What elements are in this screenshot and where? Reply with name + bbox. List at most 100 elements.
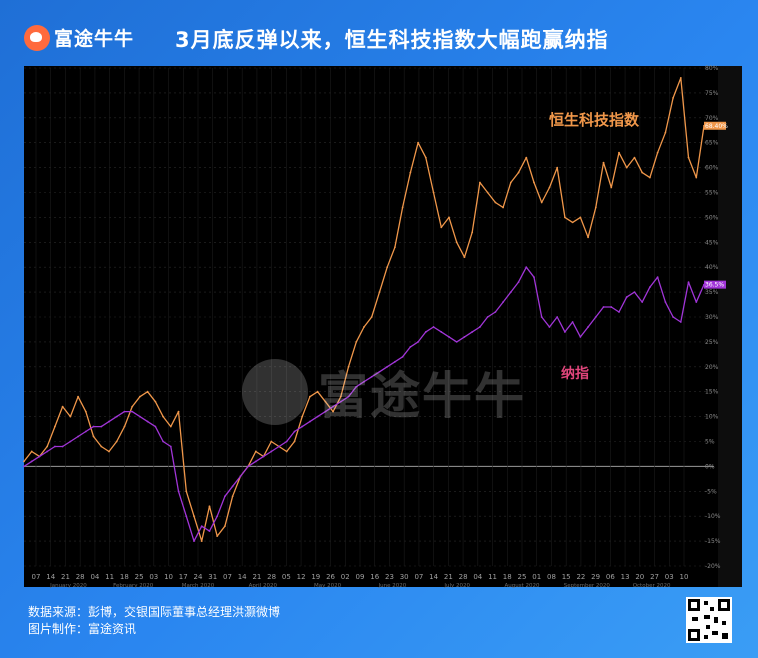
x-tick-label: 30 bbox=[400, 573, 409, 581]
hstech-series-point bbox=[533, 181, 535, 184]
x-tick-label: 07 bbox=[32, 573, 41, 581]
hstech-series-point bbox=[30, 450, 33, 453]
x-month-label: February 2020 bbox=[113, 583, 154, 589]
y-tick-label: -5% bbox=[705, 488, 717, 495]
nasdaq-series-point bbox=[224, 495, 226, 498]
x-tick-label: 19 bbox=[311, 573, 320, 581]
nasdaq-series-last-value-tag bbox=[704, 280, 726, 289]
nasdaq-series-point bbox=[540, 316, 543, 318]
x-month-label: July 2020 bbox=[443, 583, 470, 589]
hstech-series-point bbox=[316, 390, 319, 393]
hstech-series-point bbox=[123, 425, 126, 428]
nasdaq-series-last-value-label: 36.5% bbox=[705, 282, 724, 289]
x-tick-label: 24 bbox=[194, 573, 203, 581]
hstech-series-point bbox=[77, 395, 79, 398]
y-tick-label: 70% bbox=[705, 115, 719, 122]
chart-series bbox=[23, 77, 705, 542]
nasdaq-series-point bbox=[533, 276, 535, 279]
x-month-label: August 2020 bbox=[505, 583, 540, 589]
hstech-series-point bbox=[200, 540, 203, 542]
hstech-series-point bbox=[46, 445, 49, 448]
hstech-series-point bbox=[332, 410, 334, 413]
nasdaq-series-point bbox=[401, 355, 404, 358]
hstech-series-point bbox=[293, 440, 296, 443]
footer: 数据来源：彭博，交银国际董事总经理洪灏微博 图片制作：富途资讯 bbox=[28, 604, 280, 638]
x-tick-label: 08 bbox=[547, 573, 556, 581]
x-tick-label: 06 bbox=[606, 573, 615, 581]
x-tick-label: 20 bbox=[635, 573, 644, 581]
nasdaq-series-point bbox=[301, 425, 304, 428]
hstech-series-point bbox=[417, 141, 419, 144]
nasdaq-series-point bbox=[254, 460, 257, 463]
nasdaq-series-point bbox=[687, 281, 690, 284]
x-tick-label: 16 bbox=[370, 573, 379, 581]
y-tick-label: 45% bbox=[705, 239, 719, 246]
nasdaq-series-point bbox=[208, 530, 211, 533]
y-tick-label: 40% bbox=[705, 264, 719, 271]
nasdaq-series-point bbox=[285, 440, 288, 443]
hstech-series-point bbox=[370, 316, 373, 318]
y-tick-label: 30% bbox=[705, 314, 719, 321]
nasdaq-series-point bbox=[54, 445, 56, 448]
hstech-series-point bbox=[471, 231, 474, 234]
y-tick-label: -15% bbox=[705, 538, 721, 545]
x-tick-label: 25 bbox=[135, 573, 144, 581]
y-tick-label: 25% bbox=[705, 339, 719, 346]
nasdaq-series-point bbox=[355, 385, 358, 388]
hstech-series-point bbox=[602, 161, 605, 164]
qr-code-icon[interactable] bbox=[686, 597, 732, 643]
hstech-series-point bbox=[169, 425, 172, 428]
x-tick-label: 04 bbox=[90, 573, 99, 581]
hstech-series-point bbox=[254, 450, 257, 453]
x-tick-label: 25 bbox=[518, 573, 527, 581]
nasdaq-series-point bbox=[548, 326, 551, 328]
hstech-series-point bbox=[649, 176, 651, 179]
hstech-series-point bbox=[162, 415, 164, 418]
x-tick-label: 28 bbox=[459, 573, 468, 581]
nasdaq-series-point bbox=[46, 450, 49, 453]
nasdaq-series-point bbox=[154, 425, 157, 428]
hstech-series-point bbox=[525, 156, 528, 159]
nasdaq-series-point bbox=[92, 425, 95, 428]
nasdaq-series-point bbox=[525, 266, 528, 269]
nasdaq-series-point bbox=[30, 460, 33, 463]
hstech-series-point bbox=[115, 440, 118, 443]
nasdaq-series-point bbox=[424, 331, 427, 333]
hstech-series-point bbox=[177, 410, 180, 413]
nasdaq-series-point bbox=[146, 420, 149, 423]
nasdaq-series-point bbox=[494, 311, 497, 313]
x-tick-label: 22 bbox=[576, 573, 585, 581]
nasdaq-series-point bbox=[239, 475, 242, 478]
nasdaq-series-point bbox=[649, 286, 651, 289]
x-tick-label: 13 bbox=[621, 573, 630, 581]
x-month-label: April 2020 bbox=[249, 583, 278, 589]
hstech-series-point bbox=[355, 341, 358, 343]
x-tick-label: 26 bbox=[326, 573, 335, 581]
hstech-series-point bbox=[579, 216, 582, 219]
x-tick-label: 12 bbox=[297, 573, 306, 581]
nasdaq-series-point bbox=[625, 296, 628, 298]
nasdaq-series-point bbox=[579, 336, 582, 338]
nasdaq-series-point bbox=[602, 306, 605, 308]
hstech-series-point bbox=[494, 201, 497, 204]
x-month-label: January 2020 bbox=[49, 583, 87, 589]
x-tick-label: 21 bbox=[61, 573, 70, 581]
x-axis: 07 14 21 28 04 11 18 25 03 10 17 24 31 07 14 21 28 05 12 19… bbox=[32, 573, 689, 589]
hstech-series-point bbox=[448, 216, 450, 219]
nasdaq-series-point bbox=[100, 425, 103, 428]
line-chart: -20% -15% -10% -5% 0% 5% 10% 15% 20% 25% 30% 35% 40%… bbox=[23, 65, 728, 589]
hstech-series-point bbox=[463, 256, 466, 259]
nasdaq-series-point bbox=[517, 281, 520, 284]
nasdaq-series-point bbox=[471, 331, 474, 333]
nasdaq-series-point bbox=[679, 321, 682, 323]
hstech-series-point bbox=[664, 131, 667, 134]
hstech-series-point bbox=[695, 176, 698, 179]
hstech-series-point bbox=[679, 77, 682, 79]
hstech-series-point bbox=[618, 151, 620, 154]
y-tick-label: 15% bbox=[705, 389, 719, 396]
hstech-series-point bbox=[146, 390, 149, 393]
nasdaq-series-point bbox=[84, 430, 87, 433]
hstech-series-point bbox=[656, 151, 659, 154]
x-tick-label: 03 bbox=[149, 573, 158, 581]
hstech-series-point bbox=[440, 226, 443, 229]
